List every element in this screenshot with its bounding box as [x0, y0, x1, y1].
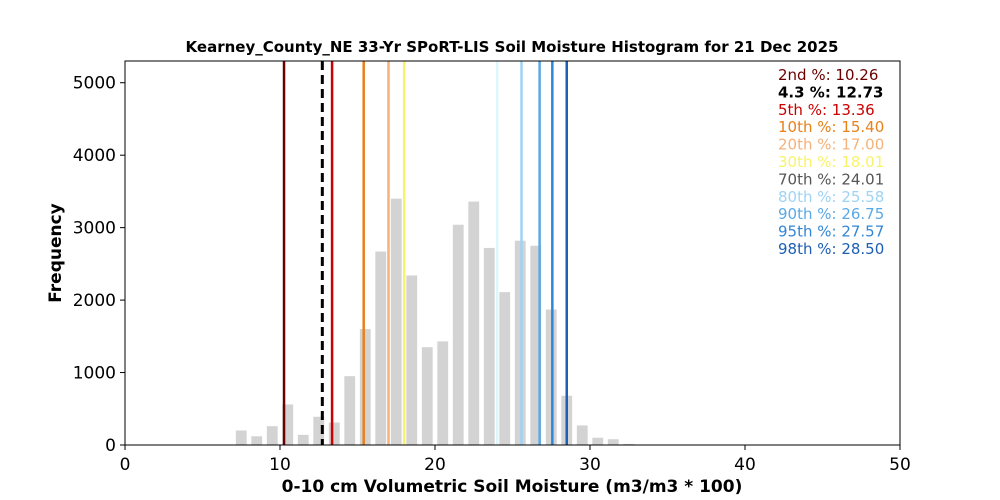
- histogram-bar-10: [390, 198, 402, 445]
- histogram-bar-11: [406, 275, 418, 445]
- y-tick-label-2: 2000: [73, 291, 116, 311]
- histogram-bar-12: [421, 347, 433, 445]
- histogram-bar-24: [607, 439, 619, 445]
- histogram-bar-5: [313, 416, 325, 445]
- legend-entry-1: 4.3 %: 12.73: [778, 83, 884, 101]
- histogram-bar-8: [359, 329, 371, 445]
- histogram-bar-15: [468, 201, 480, 445]
- histogram-bar-0: [235, 430, 247, 445]
- histogram-bar-3: [282, 404, 294, 445]
- x-tick-label-5: 50: [889, 455, 911, 475]
- legend-entry-7: 80th %: 25.58: [778, 188, 884, 206]
- histogram-bar-23: [592, 437, 604, 445]
- percentile-lines: [282, 61, 568, 445]
- y-tick-label-1: 1000: [73, 364, 116, 384]
- x-tick-label-2: 20: [424, 455, 446, 475]
- histogram-bar-9: [375, 251, 387, 445]
- histogram-bar-19: [530, 245, 542, 445]
- y-tick-label-5: 5000: [73, 74, 116, 94]
- histogram-bar-1: [251, 436, 263, 445]
- legend-entry-3: 10th %: 15.40: [778, 118, 884, 136]
- y-tick-label-4: 4000: [73, 146, 116, 166]
- histogram-bar-22: [576, 425, 588, 445]
- histogram-bar-25: [623, 443, 635, 445]
- y-tick-label-3: 3000: [73, 219, 116, 239]
- histogram-bar-6: [328, 422, 340, 445]
- legend-entry-10: 98th %: 28.50: [778, 240, 884, 258]
- legend-entry-6: 70th %: 24.01: [778, 170, 884, 188]
- y-axis-label: Frequency: [46, 203, 66, 303]
- legend-entry-2: 5th %: 13.36: [778, 101, 875, 119]
- histogram-bar-17: [499, 292, 511, 445]
- legend-entry-0: 2nd %: 10.26: [778, 66, 878, 84]
- histogram-bar-7: [344, 376, 356, 445]
- legend-entry-8: 90th %: 26.75: [778, 205, 884, 223]
- y-tick-label-0: 0: [105, 436, 116, 456]
- histogram-bar-4: [297, 434, 309, 445]
- plot-frame: [124, 60, 901, 446]
- x-tick-label-3: 30: [579, 455, 601, 475]
- histogram-bar-14: [452, 224, 464, 445]
- x-tick-label-1: 10: [269, 455, 291, 475]
- x-axis-label: 0-10 cm Volumetric Soil Moisture (m3/m3 …: [282, 477, 743, 497]
- histogram-bar-13: [437, 341, 449, 445]
- x-tick-label-0: 0: [120, 455, 131, 475]
- x-axis-ticks: 0 10 20 30 40 50: [120, 445, 911, 475]
- y-axis-ticks: 0 1000 2000 3000 4000 5000: [73, 74, 125, 456]
- legend-entry-5: 30th %: 18.01: [778, 153, 884, 171]
- legend-entry-4: 20th %: 17.00: [778, 136, 884, 154]
- x-tick-label-4: 40: [734, 455, 756, 475]
- chart-title: Kearney_County_NE 33-Yr SPoRT-LIS Soil M…: [186, 38, 839, 56]
- legend-entry-9: 95th %: 27.57: [778, 223, 884, 241]
- histogram-bar-2: [266, 426, 278, 445]
- histogram-bars: [235, 198, 635, 445]
- histogram-bar-16: [483, 247, 495, 445]
